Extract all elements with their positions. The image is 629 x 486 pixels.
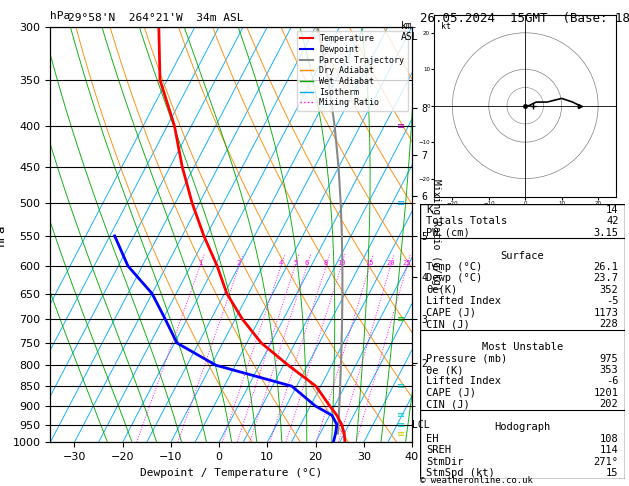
Text: 23.7: 23.7 [594, 274, 618, 283]
Text: LCL: LCL [412, 419, 430, 430]
Text: Lifted Index: Lifted Index [426, 377, 501, 386]
Text: ≡: ≡ [398, 410, 405, 420]
Y-axis label: Mixing Ratio (g/kg): Mixing Ratio (g/kg) [431, 179, 442, 290]
Text: 15: 15 [365, 260, 374, 266]
Text: Dewp (°C): Dewp (°C) [426, 274, 482, 283]
Text: Pressure (mb): Pressure (mb) [426, 354, 508, 364]
Text: SREH: SREH [426, 445, 451, 455]
Text: 6: 6 [305, 260, 309, 266]
Text: 352: 352 [599, 285, 618, 295]
Text: 8: 8 [324, 260, 328, 266]
Text: 114: 114 [599, 445, 618, 455]
Text: StmDir: StmDir [426, 456, 464, 467]
Text: 271°: 271° [594, 456, 618, 467]
Text: Most Unstable: Most Unstable [482, 342, 563, 352]
Text: ≡: ≡ [398, 121, 405, 131]
X-axis label: Dewpoint / Temperature (°C): Dewpoint / Temperature (°C) [140, 468, 322, 478]
Text: Lifted Index: Lifted Index [426, 296, 501, 306]
Text: 1201: 1201 [594, 388, 618, 398]
Text: EH: EH [426, 434, 439, 444]
Text: kt: kt [442, 22, 452, 31]
Text: 29°58'N  264°21'W  34m ASL: 29°58'N 264°21'W 34m ASL [69, 13, 244, 23]
Text: PW (cm): PW (cm) [426, 228, 470, 238]
Text: Surface: Surface [501, 251, 544, 260]
Text: Totals Totals: Totals Totals [426, 216, 508, 226]
Text: θe (K): θe (K) [426, 365, 464, 375]
Text: 1: 1 [198, 260, 202, 266]
Text: CAPE (J): CAPE (J) [426, 388, 476, 398]
Text: 26.05.2024  15GMT  (Base: 18): 26.05.2024 15GMT (Base: 18) [420, 12, 629, 25]
Text: 20: 20 [386, 260, 395, 266]
Text: 14: 14 [606, 205, 618, 215]
Text: 353: 353 [599, 365, 618, 375]
Text: ≡: ≡ [398, 381, 405, 391]
Text: 42: 42 [606, 216, 618, 226]
Text: 228: 228 [599, 319, 618, 329]
Text: 975: 975 [599, 354, 618, 364]
Text: -6: -6 [606, 377, 618, 386]
Legend: Temperature, Dewpoint, Parcel Trajectory, Dry Adiabat, Wet Adiabat, Isotherm, Mi: Temperature, Dewpoint, Parcel Trajectory… [297, 31, 408, 110]
Text: CIN (J): CIN (J) [426, 399, 470, 409]
Text: ≡: ≡ [398, 419, 405, 430]
Text: ≡: ≡ [398, 429, 405, 438]
Text: Hodograph: Hodograph [494, 422, 550, 432]
Text: 25: 25 [403, 260, 411, 266]
Text: 202: 202 [599, 399, 618, 409]
Text: 5: 5 [293, 260, 298, 266]
Y-axis label: hPa: hPa [0, 223, 7, 246]
Text: ≡: ≡ [398, 198, 405, 208]
Text: 108: 108 [599, 434, 618, 444]
Text: © weatheronline.co.uk: © weatheronline.co.uk [420, 476, 533, 485]
Text: 10: 10 [337, 260, 345, 266]
Text: 1173: 1173 [594, 308, 618, 318]
Text: 2: 2 [237, 260, 241, 266]
Text: hPa: hPa [50, 11, 70, 21]
Text: θe(K): θe(K) [426, 285, 457, 295]
Text: -5: -5 [606, 296, 618, 306]
Text: 15: 15 [606, 468, 618, 478]
Text: CIN (J): CIN (J) [426, 319, 470, 329]
Text: Temp (°C): Temp (°C) [426, 262, 482, 272]
Text: 26.1: 26.1 [594, 262, 618, 272]
Text: 3.15: 3.15 [594, 228, 618, 238]
Text: StmSpd (kt): StmSpd (kt) [426, 468, 495, 478]
Text: K: K [426, 205, 433, 215]
Text: ≡: ≡ [398, 314, 405, 324]
Text: km
ASL: km ASL [401, 21, 419, 42]
Text: CAPE (J): CAPE (J) [426, 308, 476, 318]
Text: 4: 4 [279, 260, 283, 266]
